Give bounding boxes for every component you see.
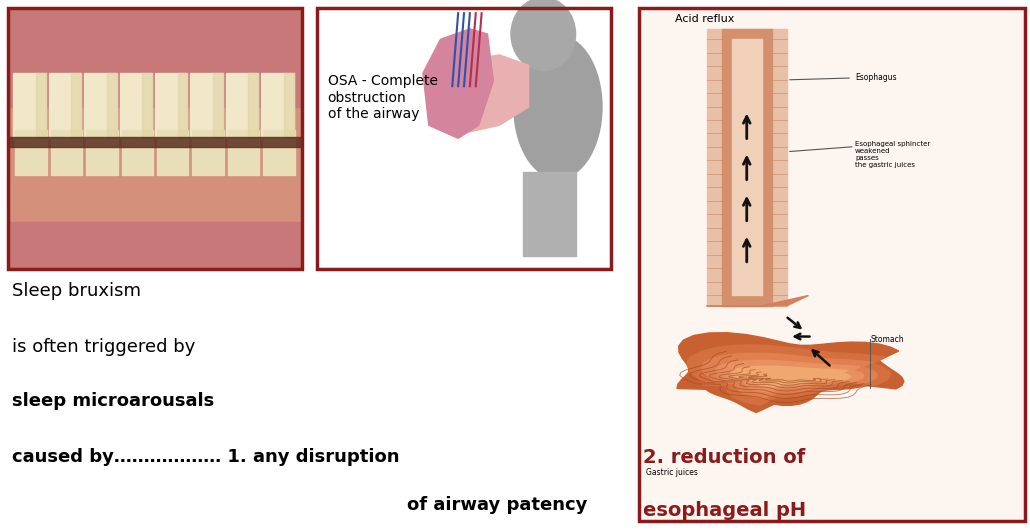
- Bar: [36, 73, 45, 138]
- Bar: [8, 8, 302, 269]
- Bar: [213, 73, 222, 138]
- Bar: [87, 130, 117, 175]
- Polygon shape: [687, 345, 891, 405]
- Bar: [707, 29, 787, 306]
- Bar: [119, 73, 151, 138]
- Bar: [317, 8, 611, 269]
- Text: is often triggered by: is often triggered by: [12, 338, 196, 356]
- Polygon shape: [707, 295, 809, 306]
- Text: 2. reduction of: 2. reduction of: [643, 448, 805, 467]
- Text: of airway patency: of airway patency: [407, 496, 587, 514]
- Bar: [639, 8, 1025, 521]
- Bar: [154, 73, 187, 138]
- Ellipse shape: [514, 35, 602, 179]
- Bar: [84, 73, 116, 138]
- Bar: [8, 137, 302, 147]
- Bar: [264, 130, 295, 175]
- Bar: [284, 73, 294, 138]
- Bar: [228, 130, 260, 175]
- Bar: [522, 172, 576, 256]
- Text: Stomach: Stomach: [870, 335, 904, 344]
- Polygon shape: [677, 332, 904, 412]
- Bar: [48, 73, 81, 138]
- Ellipse shape: [511, 0, 576, 71]
- Polygon shape: [701, 353, 878, 398]
- Polygon shape: [716, 360, 864, 392]
- Bar: [71, 73, 81, 138]
- Bar: [15, 130, 46, 175]
- Bar: [13, 73, 45, 138]
- Text: esophageal pH: esophageal pH: [643, 501, 805, 520]
- Polygon shape: [441, 55, 528, 133]
- Bar: [8, 8, 302, 269]
- Text: Sleep bruxism: Sleep bruxism: [12, 282, 141, 300]
- Bar: [142, 73, 151, 138]
- Bar: [248, 73, 259, 138]
- Bar: [226, 73, 259, 138]
- Text: Esophagus: Esophagus: [790, 73, 896, 82]
- Bar: [731, 39, 762, 295]
- Bar: [177, 73, 187, 138]
- Bar: [8, 222, 302, 269]
- Bar: [191, 73, 222, 138]
- Bar: [122, 130, 152, 175]
- Text: Acid reflux: Acid reflux: [675, 14, 734, 24]
- Text: Gastric juices: Gastric juices: [647, 468, 698, 477]
- Text: Esophageal sphincter
weakened
passes
the gastric juices: Esophageal sphincter weakened passes the…: [855, 142, 930, 169]
- Bar: [722, 29, 771, 306]
- Bar: [157, 130, 188, 175]
- Bar: [107, 73, 116, 138]
- Text: caused by……………… 1. any disruption: caused by……………… 1. any disruption: [12, 448, 400, 466]
- Bar: [193, 130, 224, 175]
- Bar: [50, 130, 82, 175]
- Polygon shape: [423, 29, 493, 138]
- Text: OSA - Complete
obstruction
of the airway: OSA - Complete obstruction of the airway: [328, 74, 438, 121]
- Bar: [639, 8, 1025, 521]
- Text: sleep microarousals: sleep microarousals: [12, 392, 214, 410]
- Polygon shape: [730, 366, 851, 387]
- Bar: [262, 73, 294, 138]
- Bar: [8, 8, 302, 107]
- Bar: [317, 8, 611, 269]
